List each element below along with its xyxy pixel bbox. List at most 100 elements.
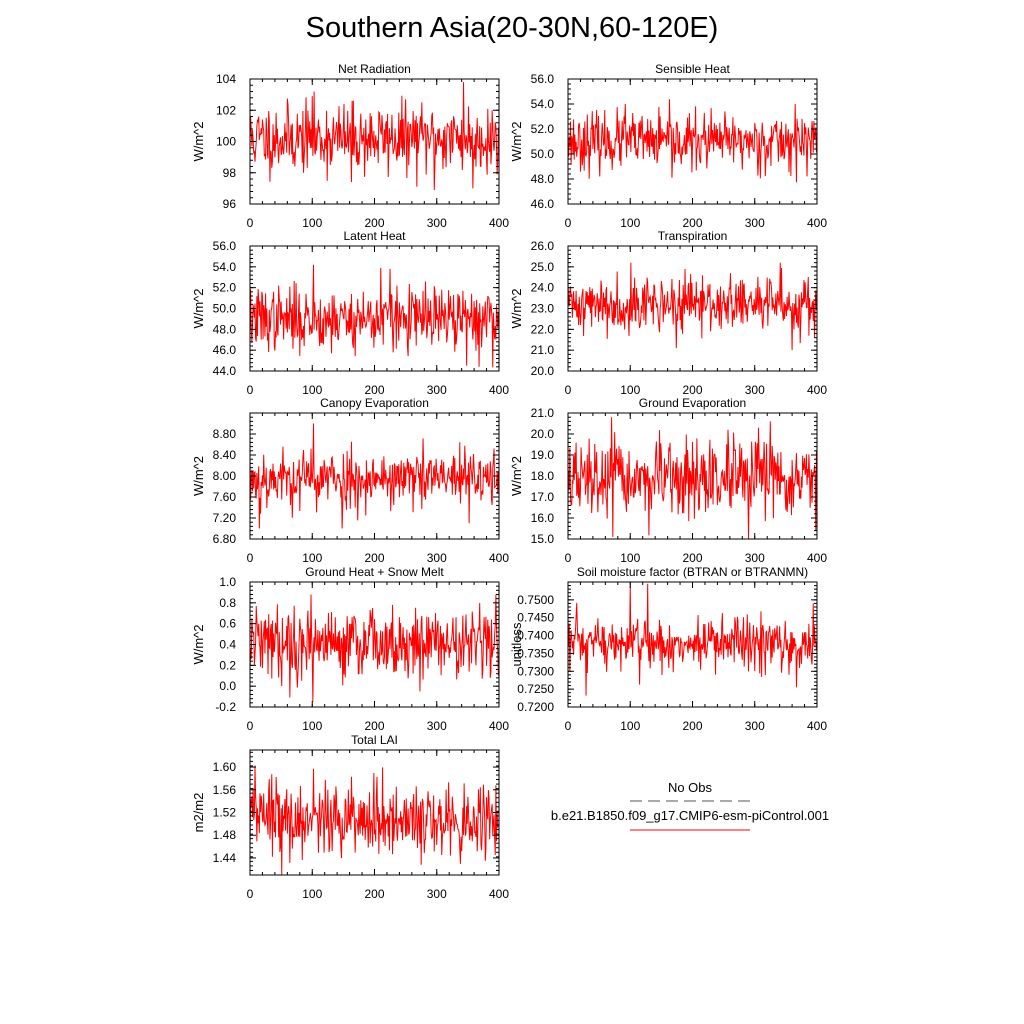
x-tick-label: 100: [302, 551, 322, 565]
x-tick-label: 100: [302, 719, 322, 733]
y-tick-label: 1.56: [213, 783, 237, 797]
y-tick-label: 46.0: [213, 343, 237, 357]
y-tick-label: 0.7500: [517, 593, 554, 607]
x-tick-label: 300: [745, 719, 765, 733]
panel-title: Ground Evaporation: [639, 396, 746, 410]
chart-panel: 96 98 100 102 104 0 100 200 300 400 Net Radiation W…: [191, 62, 509, 230]
x-tick-label: 400: [807, 719, 827, 733]
panel-title: Total LAI: [351, 733, 398, 747]
y-tick-label: 56.0: [531, 72, 555, 86]
y-tick-label: 100: [216, 135, 236, 149]
legend-model-label: b.e21.B1850.f09_g17.CMIP6-esm-piControl.…: [551, 808, 829, 823]
panel-title: Latent Heat: [343, 229, 406, 243]
series-line: [249, 423, 499, 529]
y-tick-label: 21.0: [531, 343, 555, 357]
x-tick-label: 0: [247, 887, 254, 901]
x-tick-label: 400: [489, 551, 509, 565]
y-tick-label: 0.7200: [517, 700, 554, 714]
y-tick-label: 1.0: [219, 575, 236, 589]
x-tick-label: 400: [489, 383, 509, 397]
y-tick-label: 25.0: [531, 260, 555, 274]
x-tick-label: 100: [620, 216, 640, 230]
y-tick-label: 0.7300: [517, 664, 554, 678]
x-tick-label: 200: [364, 216, 384, 230]
y-tick-label: 52.0: [213, 281, 237, 295]
x-tick-label: 200: [682, 383, 702, 397]
x-tick-label: 100: [302, 383, 322, 397]
y-tick-label: 46.0: [531, 197, 555, 211]
y-tick-label: 18.0: [531, 469, 555, 483]
y-tick-label: 44.0: [213, 364, 237, 378]
panel-title: Sensible Heat: [655, 62, 730, 76]
x-tick-label: 400: [807, 216, 827, 230]
x-tick-label: 200: [364, 551, 384, 565]
y-tick-label: 7.60: [213, 490, 237, 504]
panel-title: Transpiration: [658, 229, 728, 243]
y-tick-label: 20.0: [531, 427, 555, 441]
x-tick-label: 0: [247, 551, 254, 565]
chart-panel: 0.7200 0.7250 0.7300 0.7350 0.7400 0.7450 0.75…: [509, 565, 827, 733]
legend: No Obs b.e21.B1850.f09_g17.CMIP6-esm-piC…: [551, 780, 829, 831]
panel-title: Net Radiation: [338, 62, 411, 76]
y-axis-label: W/m^2: [191, 288, 206, 328]
y-tick-label: 98: [223, 166, 237, 180]
panel-title: Soil moisture factor (BTRAN or BTRANMN): [577, 565, 808, 579]
x-tick-label: 400: [489, 719, 509, 733]
x-tick-label: 300: [745, 216, 765, 230]
legend-obs-label: No Obs: [668, 780, 713, 795]
series-line: [567, 583, 817, 696]
y-tick-label: 8.80: [213, 427, 237, 441]
x-tick-label: 0: [247, 383, 254, 397]
figure-title: Southern Asia(20-30N,60-120E): [305, 12, 719, 44]
y-tick-label: 102: [216, 103, 236, 117]
y-tick-label: 104: [216, 72, 236, 86]
x-tick-label: 0: [565, 216, 572, 230]
x-tick-label: 100: [302, 887, 322, 901]
y-tick-label: 23.0: [531, 302, 555, 316]
y-tick-label: 1.44: [213, 851, 237, 865]
y-tick-label: 15.0: [531, 532, 555, 546]
y-axis-label: unitless: [509, 622, 524, 667]
x-tick-label: 300: [427, 719, 447, 733]
y-tick-label: 0.8: [219, 596, 236, 610]
x-tick-label: 0: [565, 383, 572, 397]
y-tick-label: 24.0: [531, 281, 555, 295]
x-tick-label: 200: [364, 887, 384, 901]
y-tick-label: 54.0: [213, 260, 237, 274]
series-line: [567, 262, 817, 351]
x-tick-label: 300: [745, 383, 765, 397]
x-tick-label: 100: [620, 551, 640, 565]
x-tick-label: 300: [427, 551, 447, 565]
y-tick-label: 26.0: [531, 239, 555, 253]
y-tick-label: 48.0: [213, 322, 237, 336]
y-tick-label: 21.0: [531, 406, 555, 420]
panel-title: Canopy Evaporation: [320, 396, 429, 410]
x-tick-label: 400: [807, 551, 827, 565]
y-tick-label: 50.0: [213, 302, 237, 316]
y-tick-label: 1.60: [213, 760, 237, 774]
y-axis-label: W/m^2: [509, 121, 524, 161]
x-tick-label: 300: [745, 551, 765, 565]
y-tick-label: 6.80: [213, 532, 237, 546]
x-tick-label: 300: [427, 383, 447, 397]
x-tick-label: 300: [427, 887, 447, 901]
y-tick-label: 1.48: [213, 828, 237, 842]
x-tick-label: 0: [247, 216, 254, 230]
y-tick-label: 50.0: [531, 147, 555, 161]
y-tick-label: 16.0: [531, 511, 555, 525]
x-tick-label: 400: [807, 383, 827, 397]
y-tick-label: 8.00: [213, 469, 237, 483]
x-tick-label: 0: [565, 719, 572, 733]
y-tick-label: 52.0: [531, 122, 555, 136]
chart-panel: 44.0 46.0 48.0 50.0 52.0 54.0 56.0 0 100 200 300 40…: [191, 229, 509, 397]
series-line: [567, 99, 817, 183]
x-tick-label: 100: [620, 719, 640, 733]
series-line: [249, 765, 499, 876]
x-tick-label: 200: [364, 383, 384, 397]
x-tick-label: 0: [565, 551, 572, 565]
y-axis-label: W/m^2: [509, 456, 524, 496]
y-tick-label: 0.7250: [517, 682, 554, 696]
y-tick-label: 19.0: [531, 448, 555, 462]
